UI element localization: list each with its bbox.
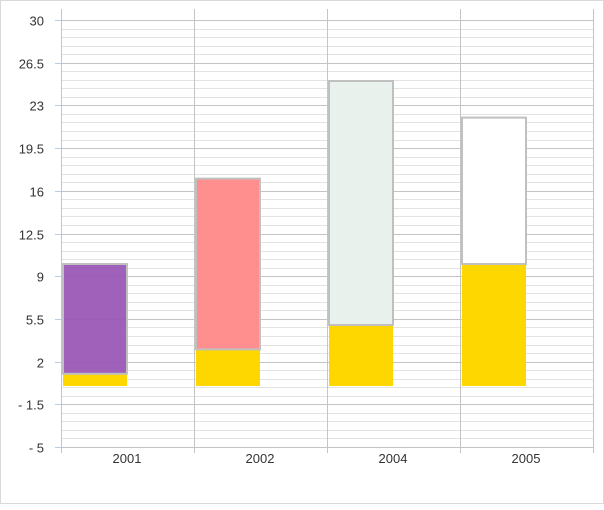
y-tick-label: - 5 <box>29 441 44 456</box>
y-tick-label: 5.5 <box>26 313 44 328</box>
x-tick-label: 2002 <box>246 451 275 466</box>
x-tick-label: 2001 <box>113 451 142 466</box>
y-tick-label: 2 <box>37 356 44 371</box>
bar-2004-segment-2 <box>328 80 394 326</box>
y-tick-label: 12.5 <box>19 228 44 243</box>
y-tick-label: 16 <box>30 185 44 200</box>
y-tick-label: 9 <box>37 270 44 285</box>
bar-2002-segment-1 <box>196 349 260 386</box>
bar-2005-segment-1 <box>462 264 526 386</box>
y-tick-label: 19.5 <box>19 142 44 157</box>
bar-2004-segment-1 <box>329 325 393 386</box>
y-tick-label: - 1.5 <box>18 398 44 413</box>
y-tick-label: 30 <box>30 14 44 29</box>
x-tick-label: 2004 <box>379 451 408 466</box>
y-tick-label: 23 <box>30 99 44 114</box>
bar-2005-segment-2 <box>461 116 527 265</box>
bar-2001-segment-2 <box>62 263 128 375</box>
y-tick-label: 26.5 <box>19 57 44 72</box>
bar-2002-segment-2 <box>195 177 261 351</box>
x-tick-label: 2005 <box>512 451 541 466</box>
bar-2001-segment-1 <box>63 373 127 386</box>
